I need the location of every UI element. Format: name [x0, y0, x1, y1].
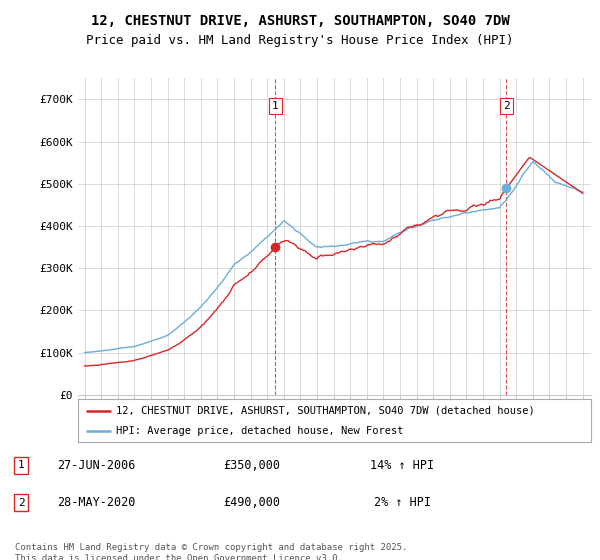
Text: £350,000: £350,000	[223, 459, 281, 472]
Text: 2% ↑ HPI: 2% ↑ HPI	[373, 496, 431, 509]
Text: 14% ↑ HPI: 14% ↑ HPI	[370, 459, 434, 472]
Text: 1: 1	[17, 460, 25, 470]
Text: HPI: Average price, detached house, New Forest: HPI: Average price, detached house, New …	[116, 426, 404, 436]
Text: 27-JUN-2006: 27-JUN-2006	[57, 459, 135, 472]
Text: Contains HM Land Registry data © Crown copyright and database right 2025.
This d: Contains HM Land Registry data © Crown c…	[15, 543, 407, 560]
Text: 28-MAY-2020: 28-MAY-2020	[57, 496, 135, 509]
Text: 2: 2	[503, 101, 510, 111]
Text: 12, CHESTNUT DRIVE, ASHURST, SOUTHAMPTON, SO40 7DW (detached house): 12, CHESTNUT DRIVE, ASHURST, SOUTHAMPTON…	[116, 405, 535, 416]
Text: 1: 1	[272, 101, 279, 111]
Text: £490,000: £490,000	[223, 496, 281, 509]
Text: Price paid vs. HM Land Registry's House Price Index (HPI): Price paid vs. HM Land Registry's House …	[86, 34, 514, 46]
Text: 12, CHESTNUT DRIVE, ASHURST, SOUTHAMPTON, SO40 7DW: 12, CHESTNUT DRIVE, ASHURST, SOUTHAMPTON…	[91, 14, 509, 28]
Text: 2: 2	[17, 498, 25, 508]
